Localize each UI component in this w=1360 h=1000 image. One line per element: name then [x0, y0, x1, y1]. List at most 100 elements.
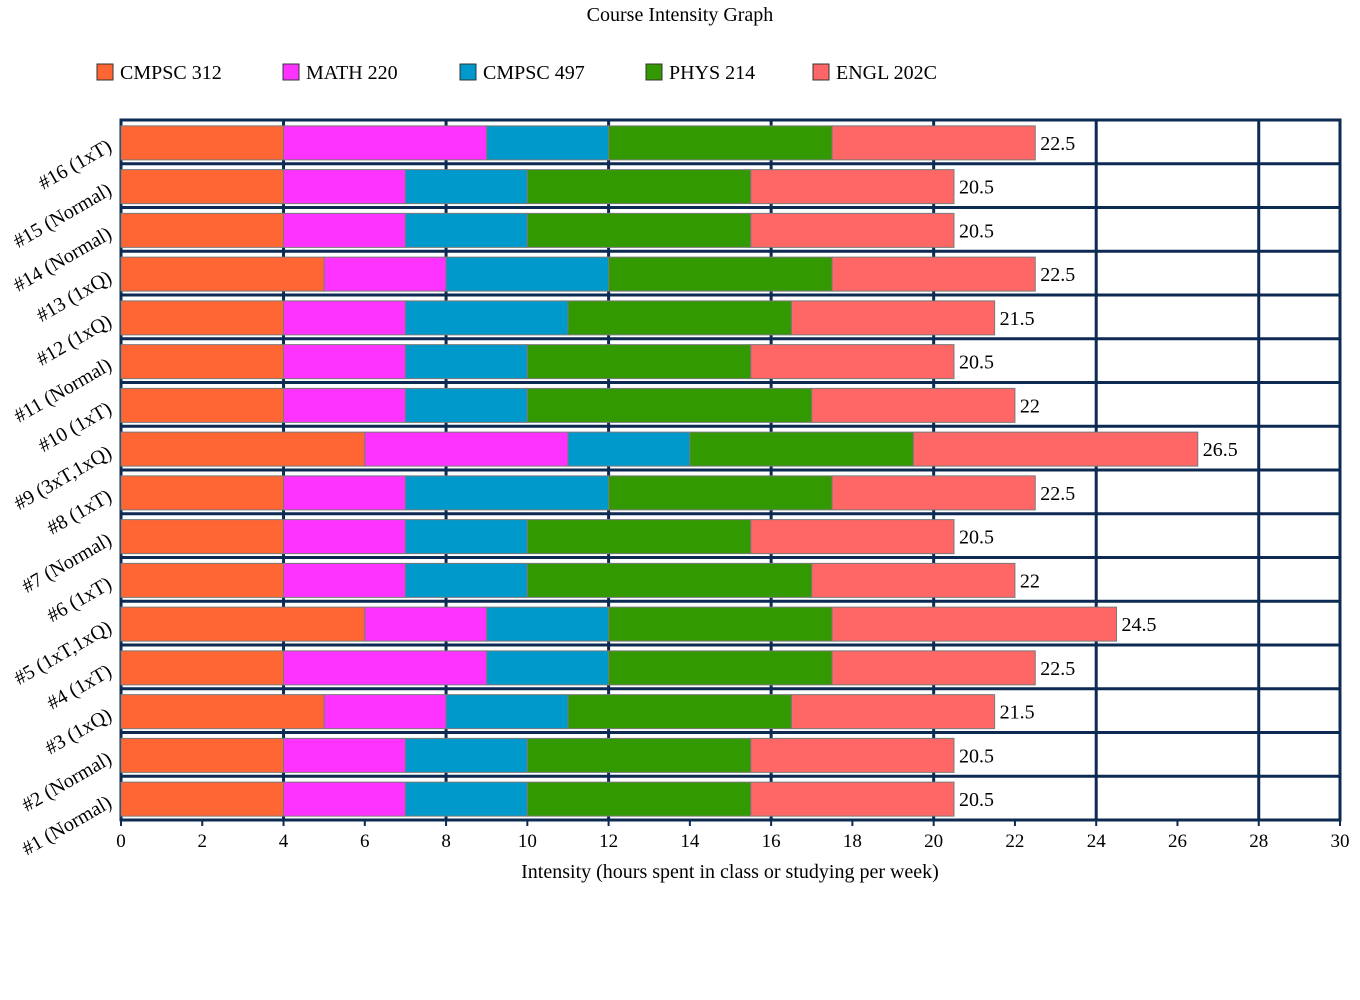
- bar-segment: [404, 300, 569, 336]
- bar-segment: [486, 125, 610, 161]
- x-tick-label: 30: [1331, 831, 1350, 852]
- bar-total-label: 20.5: [959, 177, 994, 199]
- bar-segment: [283, 387, 406, 423]
- legend-label: ENGL 202C: [836, 62, 937, 84]
- legend: CMPSC 312 MATH 220 CMPSC 497 PHYS 214 ENGL 2…: [96, 62, 937, 84]
- bar-segment: [120, 431, 366, 467]
- bar-segment: [404, 562, 528, 598]
- bar-segment: [323, 694, 447, 730]
- x-tick-label: 10: [518, 831, 537, 852]
- bar-segment: [364, 606, 488, 642]
- bar-segment: [608, 256, 833, 292]
- bar-segment: [120, 169, 285, 205]
- bar-segment: [283, 300, 406, 336]
- bar-segment: [750, 212, 955, 248]
- x-axis-label: Intensity (hours spent in class or study…: [521, 861, 939, 883]
- x-tick-label: 26: [1168, 831, 1187, 852]
- bar-segment: [831, 256, 1036, 292]
- bar-segment: [526, 781, 752, 817]
- bar-segment: [811, 562, 1016, 598]
- bar-segment: [831, 125, 1036, 161]
- bar-total-label: 20.5: [959, 527, 994, 549]
- bar-segment: [750, 781, 955, 817]
- bar-segment: [283, 737, 406, 773]
- bar-segment: [120, 256, 325, 292]
- bar-total-label: 20.5: [959, 745, 994, 767]
- bar-total-label: 26.5: [1203, 439, 1238, 461]
- legend-swatch: [96, 63, 114, 81]
- bar-segment: [486, 650, 610, 686]
- bar-segment: [283, 562, 406, 598]
- x-tick-label: 28: [1249, 831, 1268, 852]
- bar-total-label: 22: [1020, 570, 1040, 592]
- x-tick-label: 0: [116, 831, 126, 852]
- bar-segment: [750, 519, 955, 555]
- bar-segment: [283, 519, 406, 555]
- bar-segment: [120, 650, 285, 686]
- bar-segment: [120, 125, 285, 161]
- bar-segment: [120, 387, 285, 423]
- bar-segment: [608, 475, 833, 511]
- bar-total-label: 21.5: [1000, 308, 1035, 330]
- bar-segment: [364, 431, 569, 467]
- bar-total-label: 24.5: [1122, 614, 1157, 636]
- bar-segment: [120, 737, 285, 773]
- bar-segment: [445, 256, 610, 292]
- bar-total-label: 20.5: [959, 789, 994, 811]
- bar-segment: [404, 212, 528, 248]
- bar-segment: [404, 344, 528, 380]
- bar-segment: [831, 650, 1036, 686]
- legend-swatch: [645, 63, 663, 81]
- bar-segment: [283, 169, 406, 205]
- bar-segment: [526, 169, 752, 205]
- bar-segment: [526, 519, 752, 555]
- bar-total-label: 22.5: [1040, 264, 1075, 286]
- x-tick-label: 4: [279, 831, 289, 852]
- legend-label: CMPSC 312: [120, 62, 222, 84]
- bar-segment: [790, 300, 996, 336]
- x-tick-label: 22: [1005, 831, 1024, 852]
- x-tick-label: 20: [924, 831, 943, 852]
- bar-segment: [120, 519, 285, 555]
- bar-segment: [750, 169, 955, 205]
- bar-segment: [750, 737, 955, 773]
- x-tick-label: 24: [1087, 831, 1107, 852]
- legend-swatch: [282, 63, 300, 81]
- bar-total-label: 22.5: [1040, 658, 1075, 680]
- x-tick-label: 14: [680, 831, 700, 852]
- bar-segment: [120, 781, 285, 817]
- x-tick-label: 16: [762, 831, 781, 852]
- bar-segment: [526, 562, 813, 598]
- bar-segment: [608, 650, 833, 686]
- bar-segment: [404, 519, 528, 555]
- bar-total-label: 20.5: [959, 352, 994, 374]
- bar-segment: [567, 300, 792, 336]
- bar-segment: [120, 475, 285, 511]
- bar-segment: [404, 169, 528, 205]
- x-tick-label: 6: [360, 831, 370, 852]
- bar-segment: [608, 606, 833, 642]
- bar-segment: [831, 475, 1036, 511]
- bar-segment: [912, 431, 1199, 467]
- legend-label: PHYS 214: [669, 62, 755, 84]
- bar-segment: [445, 694, 569, 730]
- bar-total-label: 22: [1020, 395, 1040, 417]
- bar-segment: [404, 737, 528, 773]
- bar-segment: [567, 431, 691, 467]
- legend-swatch: [459, 63, 477, 81]
- bar-total-label: 20.5: [959, 220, 994, 242]
- x-tick-label: 18: [843, 831, 862, 852]
- bar-segment: [404, 387, 528, 423]
- chart-title: Course Intensity Graph: [587, 4, 774, 26]
- bar-segment: [526, 344, 752, 380]
- bar-segment: [811, 387, 1016, 423]
- bar-segment: [283, 650, 488, 686]
- bar-segment: [120, 606, 366, 642]
- bar-segment: [283, 344, 406, 380]
- bar-segment: [283, 125, 488, 161]
- x-tick-label: 2: [198, 831, 208, 852]
- bar-segment: [567, 694, 792, 730]
- bar-segment: [120, 562, 285, 598]
